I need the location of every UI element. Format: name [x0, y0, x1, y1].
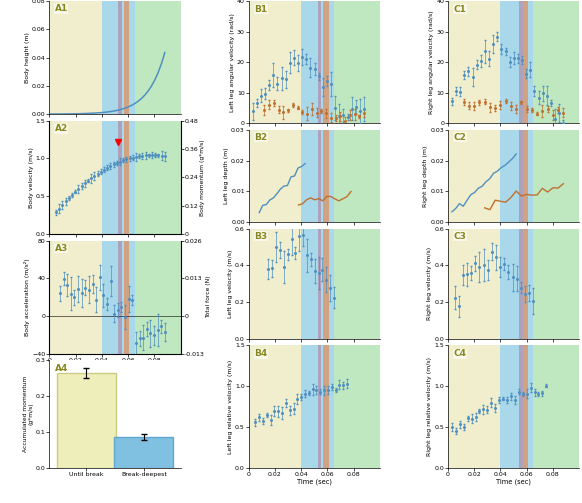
Bar — [301, 346, 334, 468]
Bar — [501, 1, 533, 123]
Y-axis label: Body acceleration (m/s²): Body acceleration (m/s²) — [24, 259, 30, 336]
Text: C4: C4 — [453, 349, 466, 358]
Bar — [301, 1, 334, 123]
Bar — [249, 1, 301, 123]
Text: B2: B2 — [254, 133, 267, 142]
Bar — [124, 240, 129, 354]
Y-axis label: Right leg relative velocity (m/s): Right leg relative velocity (m/s) — [427, 357, 432, 456]
Text: A4: A4 — [55, 364, 68, 373]
X-axis label: Time (sec): Time (sec) — [297, 478, 332, 484]
Bar — [501, 228, 533, 339]
Y-axis label: Left leg velocity (m/s): Left leg velocity (m/s) — [228, 249, 233, 318]
Bar — [134, 1, 180, 114]
Bar — [102, 240, 134, 354]
Bar — [249, 346, 301, 468]
Bar — [533, 228, 579, 339]
Bar — [324, 130, 329, 222]
Bar — [124, 1, 129, 114]
Bar — [49, 121, 102, 234]
Bar — [49, 1, 102, 114]
Bar — [124, 121, 129, 234]
X-axis label: 0.1  Time (sec): 0.1 Time (sec) — [92, 364, 139, 369]
Bar — [134, 121, 180, 234]
Y-axis label: Body height (m): Body height (m) — [25, 32, 30, 83]
Bar — [324, 228, 329, 339]
Text: C2: C2 — [453, 133, 466, 142]
Bar — [448, 346, 501, 468]
Bar — [523, 1, 528, 123]
Bar — [324, 346, 329, 468]
Text: C3: C3 — [453, 232, 466, 241]
Bar — [249, 130, 301, 222]
Bar — [334, 228, 380, 339]
Bar — [334, 1, 380, 123]
Bar — [118, 240, 122, 354]
Bar — [318, 228, 321, 339]
Text: A2: A2 — [55, 124, 68, 133]
Bar — [318, 130, 321, 222]
Y-axis label: Left leg depth (m): Left leg depth (m) — [224, 148, 229, 204]
Text: A3: A3 — [55, 244, 68, 253]
Bar — [118, 1, 122, 114]
Y-axis label: Right leg depth (m): Right leg depth (m) — [423, 145, 428, 207]
Bar — [56, 373, 116, 468]
Text: A1: A1 — [55, 5, 68, 14]
Bar — [533, 130, 579, 222]
Y-axis label: Total force (N): Total force (N) — [207, 276, 211, 318]
Bar — [501, 130, 533, 222]
Bar — [520, 346, 523, 468]
Bar — [533, 1, 579, 123]
Bar — [301, 228, 334, 339]
Text: C1: C1 — [453, 5, 466, 14]
Text: B1: B1 — [254, 5, 267, 14]
Bar — [520, 1, 523, 123]
Bar — [318, 346, 321, 468]
Y-axis label: Body momentum (g*m/s): Body momentum (g*m/s) — [200, 139, 205, 216]
Bar — [249, 228, 301, 339]
Bar — [448, 1, 501, 123]
Bar — [334, 346, 380, 468]
Bar — [520, 228, 523, 339]
X-axis label: Time (sec): Time (sec) — [496, 478, 531, 484]
Bar — [324, 1, 329, 123]
Bar — [523, 228, 528, 339]
Bar — [334, 130, 380, 222]
Y-axis label: Right leg angular velocity (rad/s): Right leg angular velocity (rad/s) — [429, 11, 434, 114]
Bar — [318, 1, 321, 123]
Bar — [523, 346, 528, 468]
Bar — [114, 437, 173, 468]
Y-axis label: Left leg angular velocity (rad/s): Left leg angular velocity (rad/s) — [230, 13, 235, 112]
Bar — [448, 228, 501, 339]
Bar — [49, 240, 102, 354]
Text: B3: B3 — [254, 232, 267, 241]
Y-axis label: Right leg velocity (m/s): Right leg velocity (m/s) — [427, 247, 432, 320]
Bar — [448, 130, 501, 222]
Text: B4: B4 — [254, 349, 267, 358]
Y-axis label: Left leg relative velocity (m/s): Left leg relative velocity (m/s) — [228, 360, 233, 454]
Bar — [533, 346, 579, 468]
Bar — [102, 1, 134, 114]
Bar — [102, 121, 134, 234]
Bar — [134, 240, 180, 354]
Bar — [523, 130, 528, 222]
Bar — [520, 130, 523, 222]
Bar — [301, 130, 334, 222]
Bar — [118, 121, 122, 234]
Y-axis label: Body velocity (m/s): Body velocity (m/s) — [29, 147, 34, 208]
Bar — [501, 346, 533, 468]
Y-axis label: Accumulated momentum
(g*m/s): Accumulated momentum (g*m/s) — [23, 376, 34, 452]
